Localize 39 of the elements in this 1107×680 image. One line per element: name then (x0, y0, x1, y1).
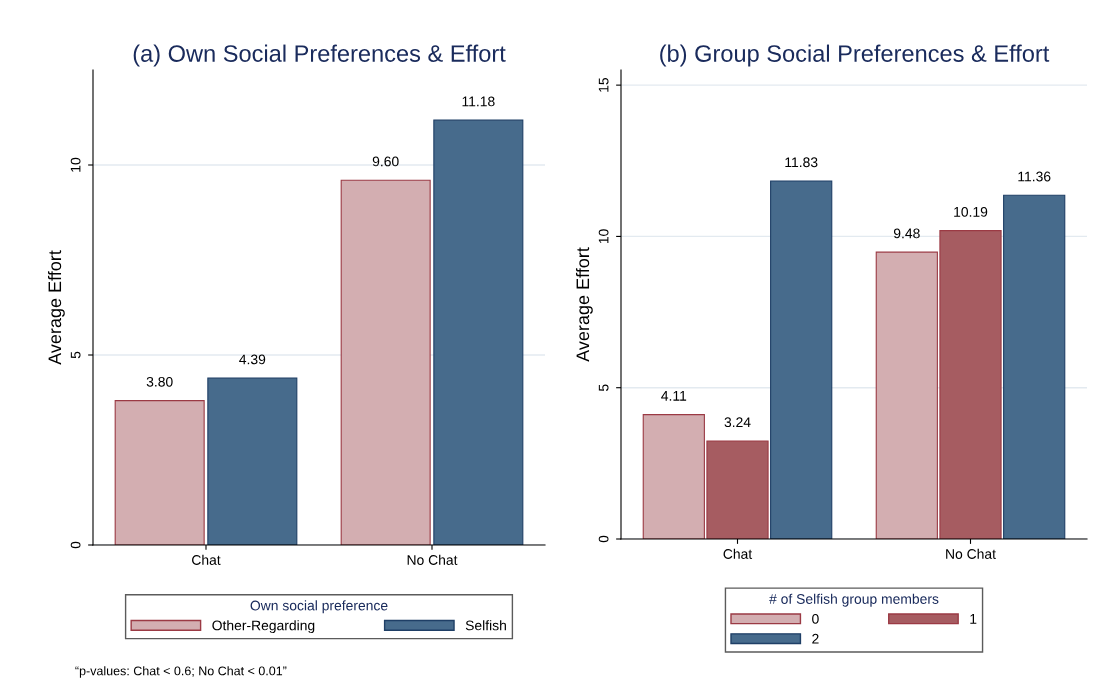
data-label: 9.60 (372, 156, 399, 167)
data-label: 11.83 (785, 157, 818, 168)
text: “p-values: Chat < 0.6; No Chat < 0.01” (75, 666, 287, 678)
x-tick-label: Chat (723, 548, 753, 559)
bar (770, 180, 833, 539)
y-tick-label: 5 (70, 351, 81, 359)
data-label: 4.11 (661, 391, 687, 401)
bar (114, 400, 205, 545)
data-label: 3.80 (146, 376, 173, 387)
x-tick-label: No Chat (946, 548, 996, 559)
x-tick-label: No Chat (407, 554, 458, 565)
data-label: 10.19 (954, 206, 988, 217)
y-tick-label: 0 (598, 535, 609, 543)
bar (340, 179, 431, 545)
bar (1003, 194, 1066, 539)
y-tick-label: 15 (598, 77, 609, 92)
chart-title: (a) Own Social Preferences & Effort (133, 44, 506, 67)
legend-title: Own social preference (250, 600, 388, 614)
data-label: 9.48 (893, 228, 920, 239)
y-tick-label: 5 (598, 384, 609, 392)
y-tick-label: 0 (70, 541, 81, 549)
legend-title: # of Selfish group members (769, 593, 939, 607)
chart-title: (b) Group Social Preferences & Effort (660, 44, 1050, 67)
y-tick-label: 10 (598, 229, 609, 244)
y-axis-title: Average Effort (47, 250, 65, 365)
legend-label: 2 (812, 633, 819, 644)
x-tick-label: Chat (192, 554, 221, 565)
data-label: 11.36 (1018, 171, 1051, 182)
bar (207, 377, 298, 545)
y-tick-label: 10 (70, 157, 81, 172)
data-label: 3.24 (724, 417, 751, 428)
y-axis-title: Average Effort (575, 247, 593, 362)
legend-label: 1 (970, 614, 977, 624)
bar (433, 119, 524, 545)
data-label: 4.39 (239, 354, 266, 365)
legend-label: Selfish (465, 620, 506, 631)
data-label: 11.18 (462, 96, 495, 107)
legend-label: Other-Regarding (212, 620, 315, 634)
legend-label: 0 (812, 613, 819, 624)
